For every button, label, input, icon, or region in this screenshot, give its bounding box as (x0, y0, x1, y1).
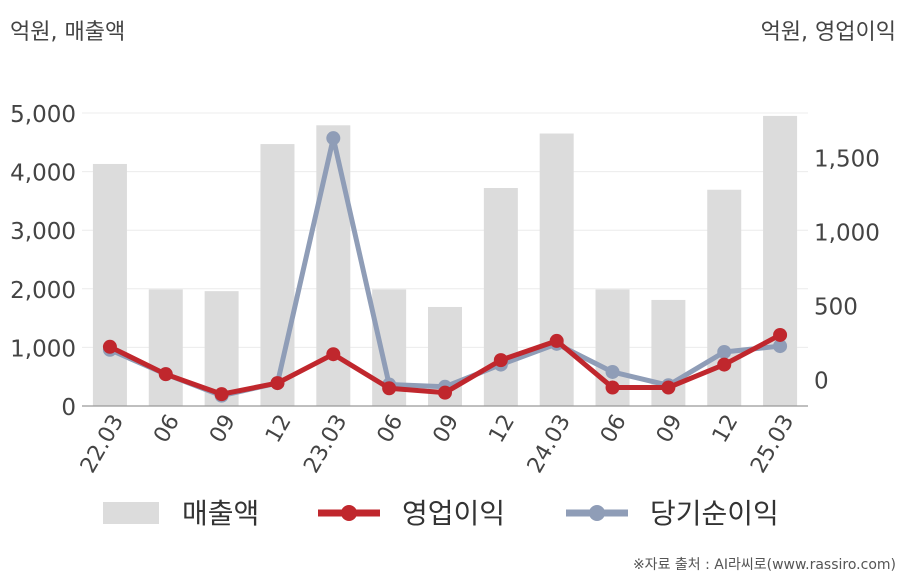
right-tick-label: 500 (814, 294, 858, 320)
source-note: ※자료 출처 : AI라씨로(www.rassiro.com) (632, 557, 896, 573)
right-tick-label: 1,000 (814, 220, 880, 246)
x-tick-label: 12 (261, 411, 297, 448)
x-tick-label: 23.03 (299, 411, 352, 478)
left-tick-label: 4,000 (10, 161, 76, 187)
point-영업이익-23.03 (326, 347, 341, 362)
x-tick-label: 06 (373, 411, 409, 448)
left-axis-unit: 억원, 매출액 (10, 20, 126, 45)
bar-22.03 (92, 163, 127, 406)
x-tick-label: 06 (149, 411, 185, 448)
point-영업이익-12 (717, 357, 732, 372)
left-tick-label: 2,000 (10, 278, 76, 304)
bar-12 (707, 189, 742, 406)
point-영업이익-22.03 (102, 339, 117, 354)
point-영업이익-06 (605, 380, 620, 395)
bar-12 (483, 188, 518, 406)
x-tick-label: 12 (708, 411, 744, 448)
point-당기순이익-06 (605, 364, 620, 379)
legend-marker-당기순이익 (589, 505, 605, 521)
bar-25.03 (763, 115, 798, 407)
bar-24.03 (539, 133, 574, 406)
point-영업이익-12 (493, 353, 508, 368)
x-tick-label: 06 (596, 411, 632, 448)
x-tick-label: 09 (429, 411, 465, 448)
point-영업이익-06 (158, 367, 173, 382)
left-tick-label: 1,000 (10, 336, 76, 362)
x-tick-label: 24.03 (523, 411, 576, 478)
point-당기순이익-12 (717, 344, 732, 359)
left-tick-label: 3,000 (10, 219, 76, 245)
legend-label-매출액: 매출액 (182, 497, 259, 530)
point-영업이익-09 (214, 387, 229, 402)
point-당기순이익-25.03 (773, 339, 788, 354)
x-tick-label: 09 (652, 411, 688, 448)
point-당기순이익-23.03 (326, 131, 341, 146)
x-tick-label: 25.03 (746, 411, 799, 478)
left-tick-label: 5,000 (10, 102, 76, 128)
point-영업이익-06 (382, 381, 397, 396)
point-영업이익-09 (438, 385, 452, 400)
point-영업이익-12 (270, 376, 285, 391)
bar-06 (148, 289, 183, 406)
legend-label-당기순이익: 당기순이익 (650, 497, 779, 530)
bar-09 (204, 291, 239, 406)
right-axis-unit: 억원, 영업이익 (760, 20, 896, 45)
point-영업이익-24.03 (549, 333, 564, 348)
legend-label-영업이익: 영업이익 (402, 497, 505, 530)
left-tick-label: 0 (61, 395, 76, 421)
right-tick-label: 0 (814, 368, 829, 394)
point-영업이익-25.03 (773, 327, 788, 342)
x-tick-label: 12 (484, 411, 520, 448)
legend-marker-영업이익 (341, 505, 357, 521)
x-tick-label: 22.03 (76, 411, 129, 478)
point-영업이익-09 (661, 380, 676, 395)
right-tick-label: 1,500 (814, 146, 880, 172)
legend-swatch-매출액 (103, 502, 159, 524)
x-tick-label: 09 (205, 411, 241, 448)
bar-12 (260, 144, 295, 407)
